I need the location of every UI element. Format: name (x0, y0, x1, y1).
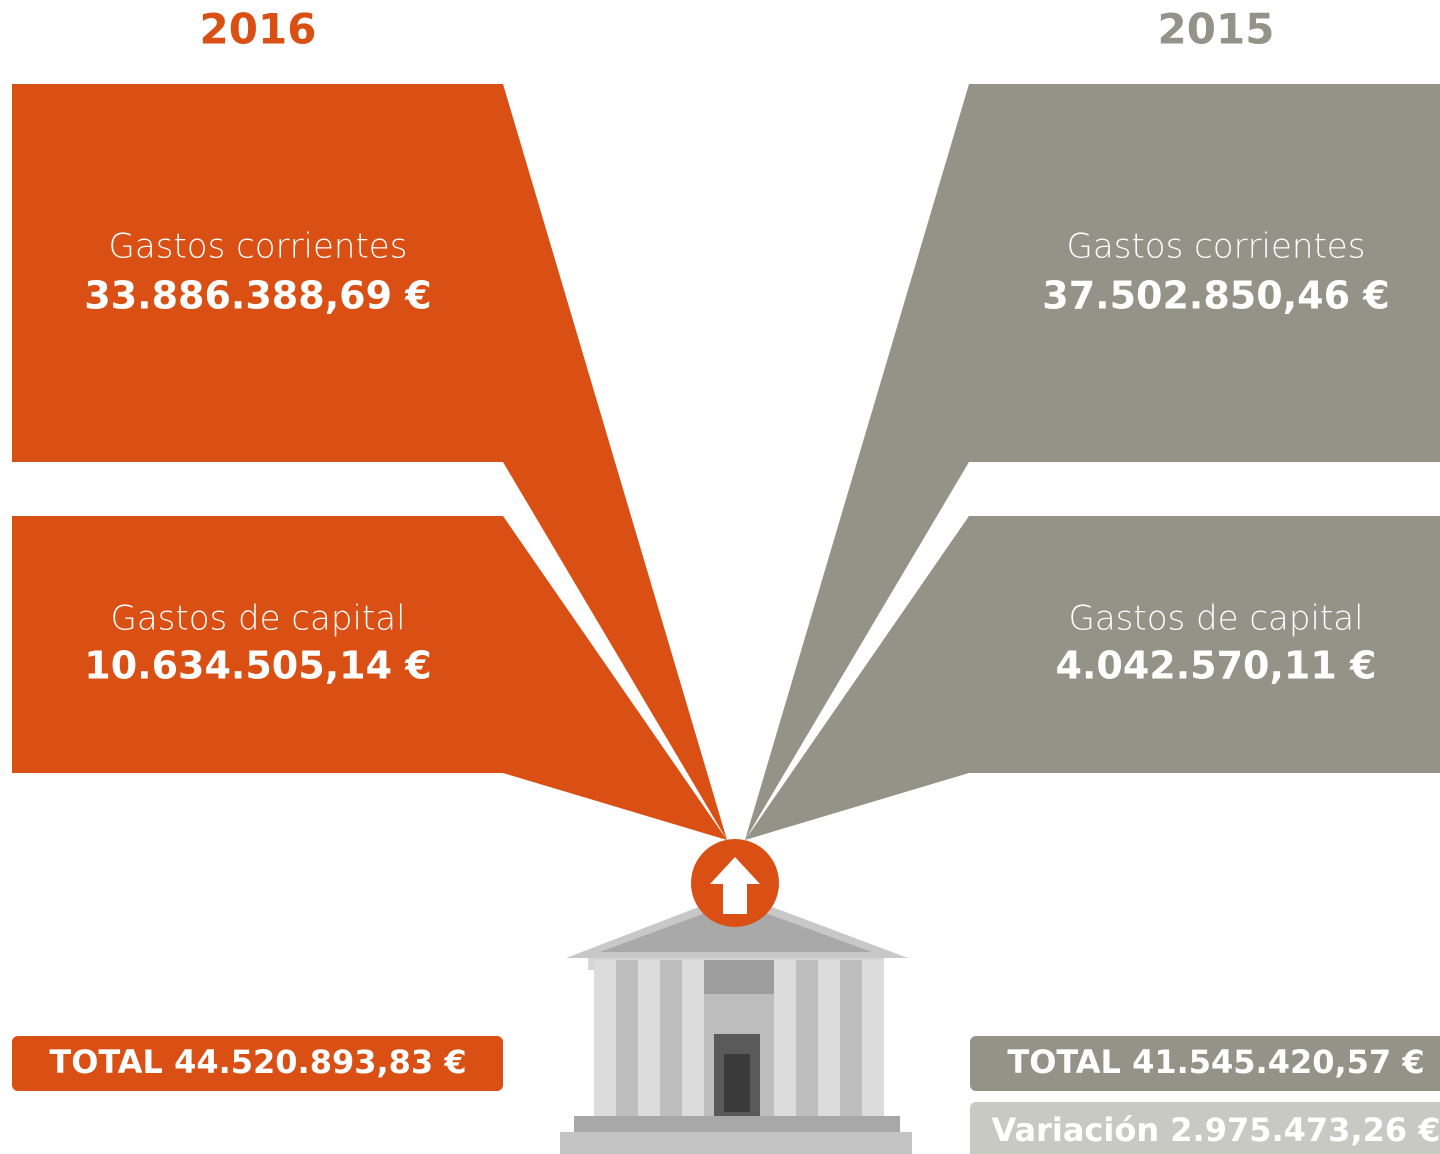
variation: Variación 2.975.473,26 € (991, 1111, 1440, 1149)
variation-box (970, 1102, 1440, 1154)
total-box (970, 1036, 1440, 1091)
year-right: 2015 (1158, 5, 1275, 54)
label: Gastos corrientes (1067, 227, 1366, 267)
panel (12, 84, 727, 840)
panel (745, 516, 1440, 840)
label: Gastos de capital (110, 599, 405, 639)
total: TOTAL 44.520.893,83 € (49, 1043, 466, 1081)
amount: 33.886.388,69 € (84, 274, 431, 318)
amount: 4.042.570,11 € (1056, 644, 1377, 688)
amount: 37.502.850,46 € (1042, 274, 1389, 318)
total: TOTAL 41.545.420,57 € (1007, 1043, 1424, 1081)
amount: 10.634.505,14 € (84, 644, 431, 688)
total-box (12, 1036, 503, 1091)
arrow-icon (691, 839, 779, 927)
building (560, 893, 912, 1154)
year-left: 2016 (200, 5, 317, 54)
label: Gastos de capital (1068, 599, 1363, 639)
label: Gastos corrientes (109, 227, 408, 267)
panel (12, 516, 727, 840)
panel (745, 84, 1440, 840)
